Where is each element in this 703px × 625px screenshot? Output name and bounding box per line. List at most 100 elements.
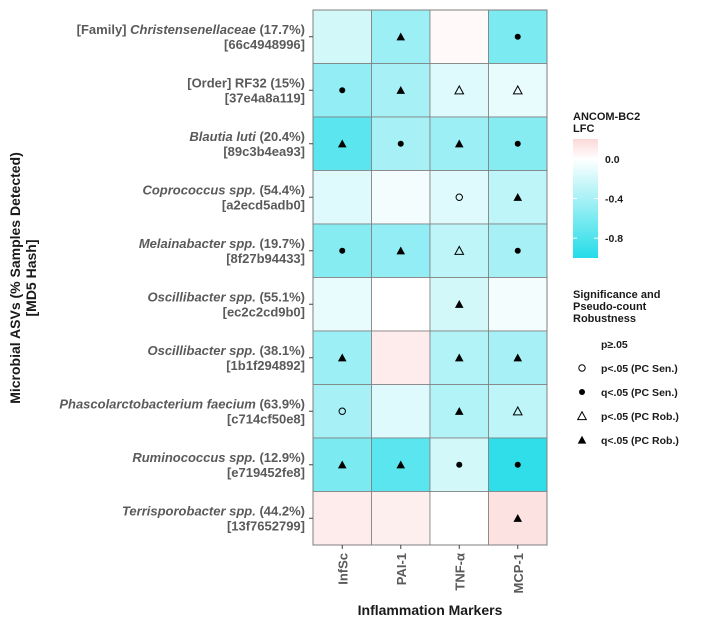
row-label-hash: [66c4948996] <box>224 37 305 52</box>
heatmap-cell <box>312 277 372 332</box>
sig-legend-label: q<.05 (PC Sen.) <box>601 387 678 399</box>
significance-marker <box>455 193 463 201</box>
column-label: InfSc <box>335 553 350 585</box>
heatmap-cell <box>488 277 548 332</box>
significance-marker <box>454 139 464 148</box>
heatmap-cell <box>371 330 431 385</box>
sig-legend-title-line2: Pseudo-count <box>573 301 647 313</box>
color-legend-title-line1: ANCOM-BC2 <box>573 111 640 123</box>
significance-marker <box>512 84 523 95</box>
column-label: TNF-α <box>452 553 467 591</box>
row-label-name: Coprococcus spp. (54.4%) <box>142 182 305 197</box>
heatmap-cells <box>312 9 548 546</box>
y-axis-title-line2: [MD5 Hash] <box>23 239 39 316</box>
row-label-name: Oscillibacter spp. (38.1%) <box>147 343 305 358</box>
significance-marker <box>514 33 521 40</box>
color-legend-ticks: 0.0 -0.4 -0.8 <box>573 154 623 245</box>
axis-ticks <box>309 36 519 549</box>
significance-marker <box>397 140 404 147</box>
significance-marker <box>396 460 406 469</box>
significance-marker <box>338 407 346 415</box>
color-legend-title-line2: LFC <box>573 123 594 135</box>
row-label-name: Blautia luti (20.4%) <box>189 129 305 144</box>
significance-marker <box>396 85 406 94</box>
significance-markers <box>337 32 523 522</box>
row-label-hash: [1b1f294892] <box>226 358 305 373</box>
heatmap-cell <box>371 170 431 225</box>
sig-legend-title-line3: Robustness <box>573 313 636 325</box>
heatmap-cell <box>312 170 372 225</box>
significance-marker <box>454 84 465 95</box>
significance-marker <box>396 246 406 255</box>
significance-marker <box>514 140 521 147</box>
significance-marker <box>514 461 521 468</box>
sig-legend-title-line1: Significance and <box>573 289 660 301</box>
significance-marker <box>339 247 346 254</box>
color-scale-legend: ANCOM-BC2 LFC 0.0 -0.4 -0.8 <box>573 111 640 258</box>
significance-marker <box>337 139 347 148</box>
sig-legend-symbol <box>578 364 586 372</box>
x-axis-title: Inflammation Markers <box>358 602 503 618</box>
row-label-hash: [13f7652799] <box>227 518 305 533</box>
heatmap-cell <box>429 223 489 278</box>
row-label-name: Melainabacter spp. (19.7%) <box>139 236 305 251</box>
significance-marker <box>512 405 523 416</box>
significance-marker <box>454 353 464 362</box>
sig-legend-symbol <box>579 389 585 395</box>
sig-legend-items: p≥.05 p<.05 (PC Sen.) q<.05 (PC Sen.) p<.05… <box>576 339 679 447</box>
significance-marker <box>454 245 465 255</box>
significance-legend: Significance and Pseudo-count Robustness… <box>573 289 679 447</box>
row-label-hash: [ec2c2cd9b0] <box>223 304 305 319</box>
heatmap-cell <box>312 330 372 385</box>
significance-marker <box>513 353 523 362</box>
column-labels: InfSc PAI-1 TNF-α MCP-1 <box>335 553 526 593</box>
sig-legend-symbol <box>576 410 588 421</box>
heatmap-cell <box>488 116 548 171</box>
heatmap-cell <box>371 491 431 546</box>
heatmap-cell <box>429 9 489 64</box>
row-label-name: Ruminococcus spp. (12.9%) <box>132 450 305 465</box>
row-labels: [Family] Christensenellaceae (17.7%)[66c… <box>59 22 305 534</box>
significance-marker <box>513 513 523 522</box>
heatmap-cell <box>312 491 372 546</box>
row-label-name: [Order] RF32 (15%) <box>187 75 305 90</box>
heatmap-cell <box>488 384 548 439</box>
row-label-name: Terrisporobacter spp. (44.2%) <box>122 503 305 518</box>
significance-marker <box>396 32 406 41</box>
row-label-name: Oscillibacter spp. (55.1%) <box>147 289 305 304</box>
heatmap-cell <box>488 63 548 118</box>
row-label-hash: [e719452fe8] <box>227 465 305 480</box>
color-legend-bar <box>573 139 598 258</box>
row-label-name: Phascolarctobacterium faecium (63.9%) <box>59 396 305 411</box>
panel-border <box>312 9 548 546</box>
row-label-hash: [a2ecd5adb0] <box>222 197 305 212</box>
sig-legend-label: p≥.05 <box>601 339 628 351</box>
heatmap-cell <box>312 384 372 439</box>
row-label-hash: [89c3b4ea93] <box>223 144 305 159</box>
heatmap-cell <box>488 491 548 546</box>
sig-legend-label: q<.05 (PC Rob.) <box>601 435 679 447</box>
significance-marker <box>454 406 464 415</box>
column-label: MCP-1 <box>511 553 526 593</box>
significance-marker <box>454 299 464 308</box>
significance-marker <box>337 353 347 362</box>
heatmap-cell <box>429 63 489 118</box>
heatmap-cell <box>429 491 489 546</box>
heatmap-cell <box>371 277 431 332</box>
heatmap-cell <box>429 170 489 225</box>
heatmap-cell <box>371 384 431 439</box>
row-label-name: [Family] Christensenellaceae (17.7%) <box>77 22 305 37</box>
significance-marker <box>514 247 521 254</box>
significance-marker <box>337 460 347 469</box>
y-axis-title-line1: Microbial ASVs (% Samples Detected) <box>7 152 23 404</box>
significance-marker <box>339 87 346 94</box>
sig-legend-label: p<.05 (PC Sen.) <box>601 363 678 375</box>
heatmap-cell <box>312 9 372 64</box>
color-legend-tick-label: 0.0 <box>605 154 620 166</box>
sig-legend-label: p<.05 (PC Rob.) <box>601 411 679 423</box>
sig-legend-symbol <box>577 435 587 444</box>
column-label: PAI-1 <box>394 553 409 585</box>
row-label-hash: [8f27b94433] <box>226 251 305 266</box>
significance-marker <box>456 461 463 468</box>
